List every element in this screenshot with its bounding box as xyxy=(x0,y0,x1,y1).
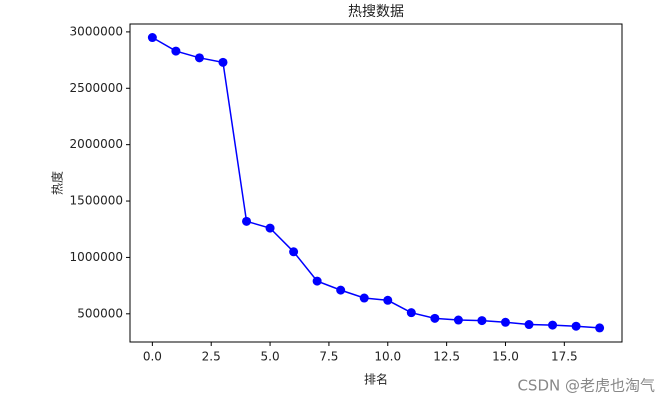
y-tick-label: 2000000 xyxy=(70,137,123,151)
y-tick-label: 3000000 xyxy=(70,24,123,38)
data-point xyxy=(359,293,369,303)
x-axis-label: 排名 xyxy=(364,372,388,387)
data-point xyxy=(430,313,440,323)
plot-frame xyxy=(129,23,623,343)
data-point xyxy=(406,308,416,318)
data-point xyxy=(194,53,204,63)
y-tick-label: 500000 xyxy=(77,306,123,320)
x-tick-label: 15.0 xyxy=(492,350,519,364)
y-axis-label: 热度 xyxy=(50,171,65,195)
data-point xyxy=(242,216,252,226)
y-tick-label: 1500000 xyxy=(70,194,123,208)
data-point xyxy=(383,295,393,305)
data-point xyxy=(477,316,487,326)
x-tick-label: 7.5 xyxy=(319,350,338,364)
x-tick-label: 17.5 xyxy=(551,350,578,364)
data-point xyxy=(218,57,228,67)
data-point xyxy=(171,46,181,56)
data-point xyxy=(147,33,157,43)
data-point xyxy=(548,320,558,330)
data-point xyxy=(265,223,275,233)
data-point xyxy=(453,315,463,325)
data-point xyxy=(312,276,322,286)
data-point xyxy=(289,247,299,257)
data-point xyxy=(500,317,510,327)
x-tick-label: 0.0 xyxy=(143,350,162,364)
x-tick-label: 2.5 xyxy=(202,350,221,364)
data-line xyxy=(151,36,600,329)
data-point xyxy=(524,320,534,330)
data-point xyxy=(571,321,581,331)
y-tick-label: 2500000 xyxy=(70,81,123,95)
y-tick-label: 1000000 xyxy=(70,250,123,264)
chart-title: 热搜数据 xyxy=(348,4,404,20)
x-tick-label: 5.0 xyxy=(261,350,280,364)
watermark: CSDN @老虎也淘气 xyxy=(517,377,655,395)
data-point xyxy=(336,285,346,295)
x-tick-label: 12.5 xyxy=(433,350,460,364)
x-tick-label: 10.0 xyxy=(374,350,401,364)
data-point xyxy=(595,323,605,333)
